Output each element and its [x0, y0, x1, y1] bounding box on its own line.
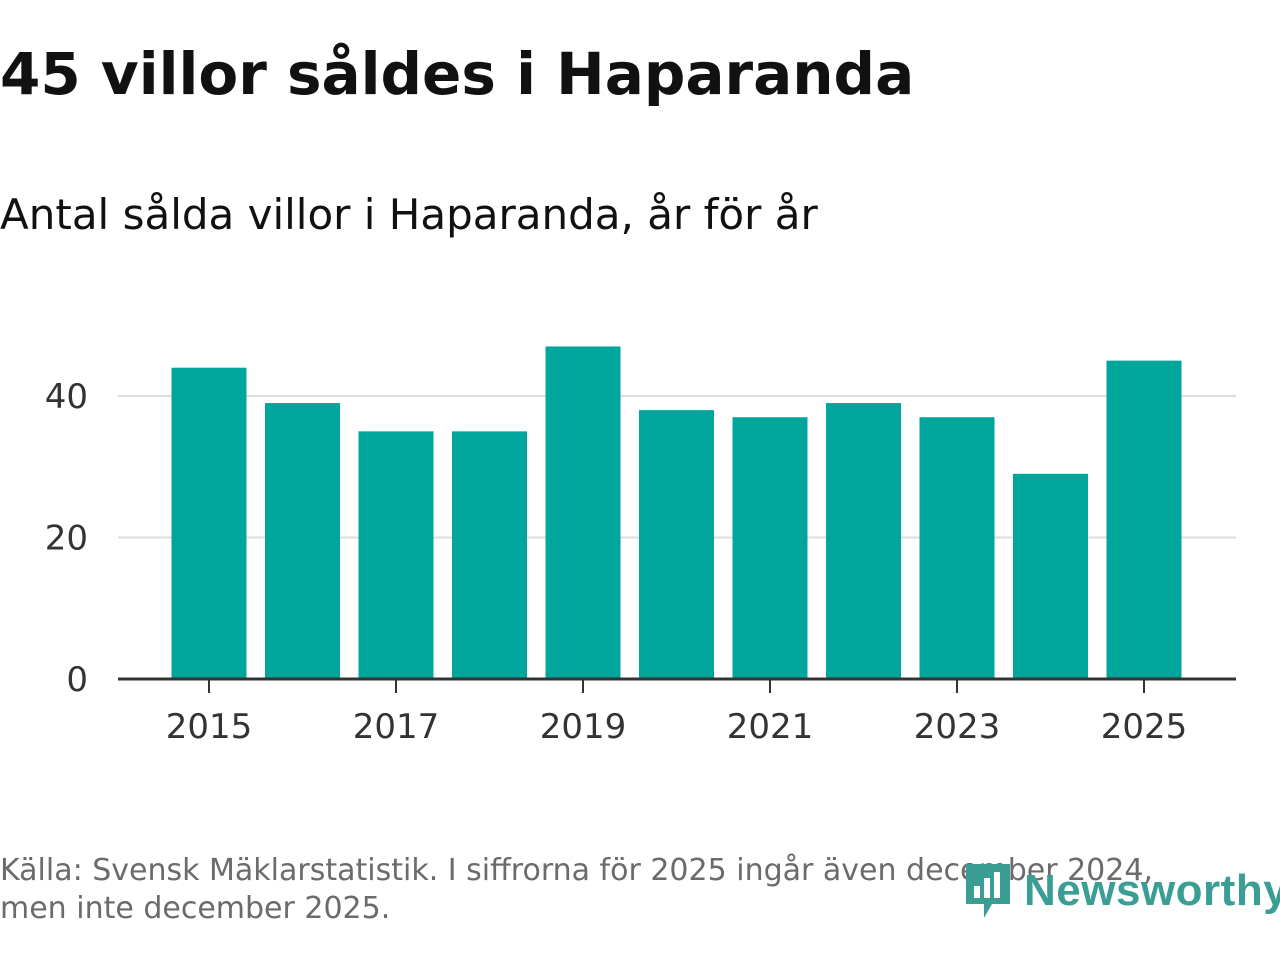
- bar-2021: [732, 417, 808, 679]
- x-tick-label-2023: 2023: [914, 707, 1001, 747]
- chart-subtitle: Antal sålda villor i Haparanda, år för å…: [0, 190, 818, 239]
- bar-2015: [171, 367, 247, 679]
- bar-2022: [826, 403, 901, 679]
- source-note: Källa: Svensk Mäklarstatistik. I siffror…: [0, 852, 1153, 928]
- x-tick-label-2017: 2017: [353, 707, 440, 747]
- chart-title: 45 villor såldes i Haparanda: [0, 40, 915, 108]
- y-tick-label-0: 0: [66, 660, 88, 700]
- x-tick-label-2021: 2021: [727, 707, 814, 747]
- bar-2017: [358, 431, 434, 679]
- y-tick-label-20: 20: [45, 519, 88, 559]
- bar-2025: [1106, 360, 1182, 679]
- x-tick-label-2025: 2025: [1101, 707, 1188, 747]
- bar-2023: [919, 417, 995, 679]
- newsworthy-logo-text: Newsworthy: [1024, 866, 1280, 915]
- y-tick-label-40: 40: [45, 377, 88, 417]
- source-line-2: men inte december 2025.: [0, 891, 391, 926]
- bar-2024: [1013, 473, 1088, 679]
- x-tick-label-2015: 2015: [166, 707, 253, 747]
- x-tick-label-2019: 2019: [540, 707, 627, 747]
- source-line-1: Källa: Svensk Mäklarstatistik. I siffror…: [0, 853, 1153, 888]
- bar-2018: [452, 431, 527, 679]
- newsworthy-logo[interactable]: Newsworthy: [962, 858, 1280, 924]
- bar-2016: [265, 403, 340, 679]
- bar-2020: [639, 410, 714, 679]
- newsworthy-logo-icon: [966, 864, 1010, 918]
- bar-2019: [545, 346, 621, 679]
